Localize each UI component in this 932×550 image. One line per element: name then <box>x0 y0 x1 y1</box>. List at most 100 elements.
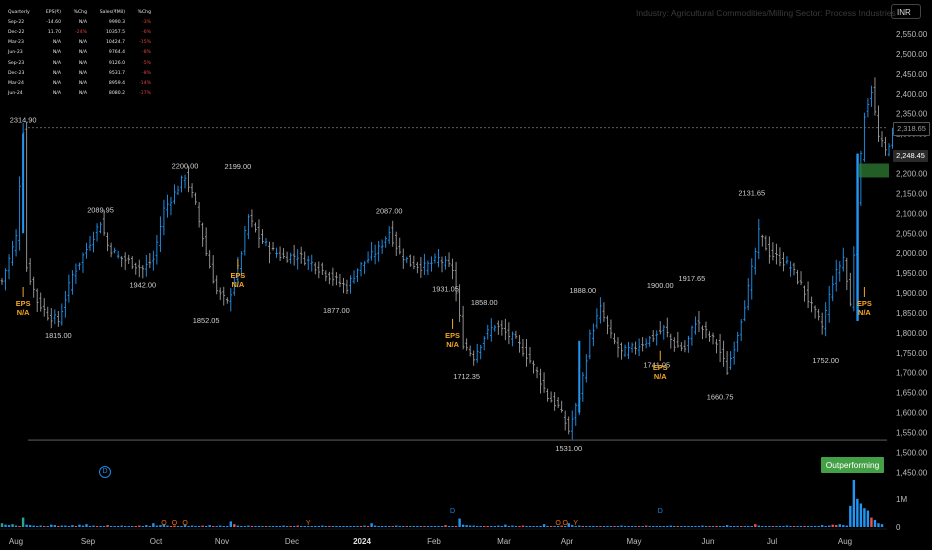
volume-bar <box>197 526 201 527</box>
volume-bar <box>553 526 556 527</box>
volume-bar <box>240 526 243 527</box>
volume-bar <box>609 526 613 527</box>
volume-bar <box>750 526 753 527</box>
currency-selector[interactable]: INR <box>891 4 921 19</box>
volume-bar <box>215 526 218 527</box>
volume-bar <box>820 525 824 527</box>
volume-bar <box>303 526 306 527</box>
volume-bar <box>711 526 715 527</box>
volume-bar <box>145 525 148 527</box>
volume-bar <box>257 526 261 527</box>
volume-bar <box>212 526 215 527</box>
eps-marker-label: EPS <box>445 331 460 340</box>
volume-bar <box>183 524 187 527</box>
volume-bar <box>176 526 180 527</box>
volume-bar <box>127 526 130 527</box>
volume-bar <box>856 498 859 527</box>
volume-bar <box>676 526 680 527</box>
volume-bar <box>391 526 394 527</box>
table-row: Sep-22 -14.60 N/A 9990.3 -3% <box>8 17 151 27</box>
x-axis-tick-label: 2024 <box>353 537 371 546</box>
volume-bar <box>419 526 423 527</box>
volume-bar <box>92 525 95 527</box>
volume-bar <box>476 526 479 527</box>
y-axis-tick-label: 1,450.00 <box>896 468 928 477</box>
volume-bar <box>247 525 250 527</box>
volume-bar <box>169 526 173 527</box>
volume-bar <box>458 518 461 527</box>
industry-sector-label: Industry: Agricultural Commodities/Milli… <box>636 8 896 18</box>
y-axis-tick-label: 2,400.00 <box>896 90 928 99</box>
eps-marker-label: EPS <box>653 363 668 372</box>
volume-bar <box>395 525 398 527</box>
volume-bar <box>370 523 373 527</box>
volume-bar <box>637 526 641 527</box>
volume-bar <box>43 526 46 527</box>
volume-bar <box>824 526 827 527</box>
table-header-cell: Quarterly <box>8 9 30 15</box>
volume-bar <box>542 524 546 527</box>
volume-bar <box>532 526 535 527</box>
price-annotation-label: 1712.35 <box>453 372 480 381</box>
table-cell: N/A <box>78 80 87 86</box>
volume-bar <box>722 526 725 527</box>
table-cell: Jun-24 <box>8 91 23 97</box>
volume-bar <box>268 526 271 527</box>
volume-bar <box>771 526 775 527</box>
volume-bar <box>736 526 739 527</box>
volume-bar <box>623 526 627 527</box>
volume-bar <box>81 525 85 527</box>
x-axis-tick-label: Feb <box>427 537 441 546</box>
volume-bar <box>465 525 468 527</box>
y-axis-tick-label: 1,950.00 <box>896 269 928 278</box>
volume-bar <box>659 526 662 527</box>
pivot-zone <box>859 163 889 178</box>
volume-bar <box>21 517 25 527</box>
x-axis-tick-label: Jul <box>767 537 777 546</box>
eps-marker-label: N/A <box>446 340 459 349</box>
y-axis-tick-label: 1,800.00 <box>896 329 928 338</box>
volume-bar <box>173 525 176 527</box>
volume-bar <box>116 526 120 527</box>
volume-bar <box>338 526 342 527</box>
table-cell: 9126.0 <box>108 60 125 66</box>
table-cell: -24% <box>75 29 87 35</box>
volume-bar <box>680 526 683 527</box>
volume-bar <box>620 525 623 527</box>
volume-bar <box>310 526 313 527</box>
price-annotation-label: 1815.00 <box>45 331 72 340</box>
x-axis-tick-label: Oct <box>150 537 163 546</box>
volume-bar <box>747 526 750 527</box>
table-row: Jun-24 N/A N/A 8080.2 -17% <box>8 89 151 99</box>
volume-bar <box>683 526 687 527</box>
volume-event-marker: D <box>658 508 663 515</box>
price-annotation-label: 2314.90 <box>10 116 37 125</box>
price-annotation-label: 1917.65 <box>679 274 706 283</box>
volume-bar <box>578 525 581 527</box>
volume-bar <box>490 526 493 527</box>
volume-bar <box>71 525 74 527</box>
dividend-event-icon[interactable]: D <box>99 466 111 478</box>
volume-bar <box>437 526 440 527</box>
volume-bar <box>546 526 549 527</box>
volume-bar <box>838 524 841 527</box>
table-cell: N/A <box>52 40 61 46</box>
volume-bar <box>782 526 785 527</box>
volume-bar <box>321 525 324 527</box>
volume-bar <box>120 525 123 527</box>
y-axis-tick-label: 2,100.00 <box>896 209 928 218</box>
volume-bar <box>828 525 831 527</box>
volume-event-marker: Y <box>573 520 578 527</box>
volume-bar <box>25 524 28 527</box>
volume-bar <box>775 526 778 527</box>
volume-bar <box>292 526 296 527</box>
volume-bar <box>743 526 746 527</box>
price-annotation-label: 1942.00 <box>129 280 156 289</box>
volume-bar <box>732 526 736 527</box>
volume-event-marker: O <box>555 520 561 527</box>
price-annotation-label: 1900.00 <box>647 281 674 290</box>
price-annotation-label: 1741.05 <box>643 360 670 369</box>
price-annotation-label: 2087.00 <box>376 207 403 216</box>
volume-bar <box>131 526 134 527</box>
